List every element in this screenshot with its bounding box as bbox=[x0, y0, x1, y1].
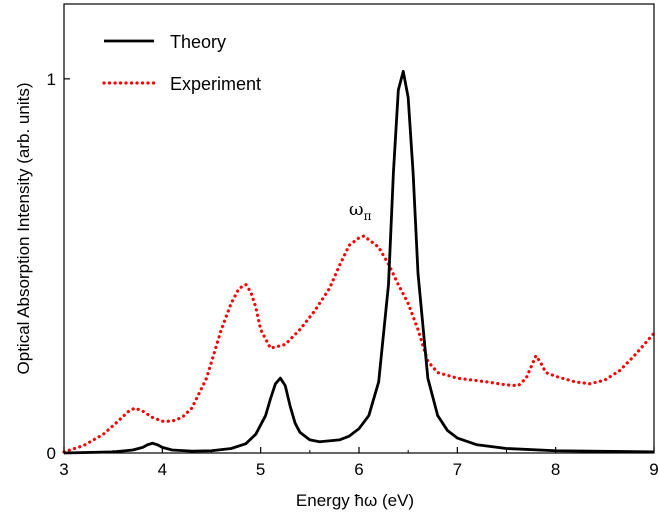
x-tick-label: 9 bbox=[649, 460, 658, 479]
y-axis-label: Optical Absorption Intensity (arb. units… bbox=[14, 83, 33, 375]
annotation-subscript: π bbox=[364, 209, 372, 223]
legend-label-theory: Theory bbox=[170, 32, 226, 52]
x-tick-label: 5 bbox=[256, 460, 265, 479]
annotation-main: ω bbox=[349, 199, 364, 220]
series-layer bbox=[62, 69, 656, 455]
y-tick-label: 1 bbox=[47, 70, 56, 89]
legend-label-experiment: Experiment bbox=[170, 74, 261, 94]
x-axis-label: Energy ħω (eV) bbox=[296, 491, 414, 510]
x-tick-label: 7 bbox=[453, 460, 462, 479]
series-theory-line bbox=[63, 69, 655, 455]
x-tick-label: 4 bbox=[158, 460, 167, 479]
x-tick-label: 3 bbox=[59, 460, 68, 479]
legend: Theory Experiment bbox=[102, 32, 261, 94]
omega-pi-annotation: ωπ bbox=[349, 199, 372, 223]
x-tick-label: 8 bbox=[551, 460, 560, 479]
plot-frame bbox=[63, 3, 655, 454]
x-tick-label: 6 bbox=[354, 460, 363, 479]
series-experiment-line bbox=[62, 234, 656, 454]
tick-layer: 3 4 5 6 7 8 9 0 1 bbox=[47, 70, 659, 479]
y-tick-label: 0 bbox=[47, 444, 56, 463]
